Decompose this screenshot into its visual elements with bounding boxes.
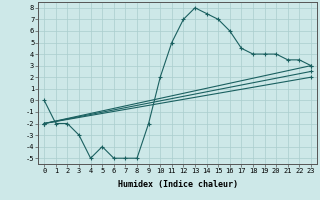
X-axis label: Humidex (Indice chaleur): Humidex (Indice chaleur) (118, 180, 238, 189)
